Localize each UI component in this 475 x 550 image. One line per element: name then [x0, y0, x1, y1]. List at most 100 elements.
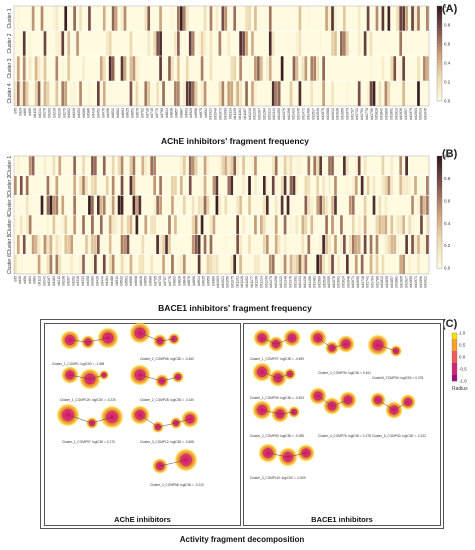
heatmap-a-cell: [221, 6, 225, 31]
heatmap-a-cell: [43, 31, 47, 56]
heatmap-a-row-label: Cluster 1: [7, 8, 13, 28]
heatmap-b-cell: [363, 215, 367, 235]
heatmap-b-cell: [64, 234, 68, 255]
heatmap-b-cell: [49, 195, 53, 215]
bond-line: [275, 337, 293, 345]
heatmap-a-cell: [88, 81, 91, 106]
heatmap-b-cell: [343, 156, 346, 176]
heatmap-b-cell: [254, 175, 257, 196]
heatmap-b-cell: [328, 156, 331, 176]
heatmap-b-cell: [331, 195, 334, 215]
heatmap-b-cell: [280, 195, 284, 215]
heatmap-a-cell: [67, 56, 71, 81]
heatmap-b-cell: [188, 156, 192, 176]
heatmap-b-row-label: Cluster 3: [7, 195, 13, 215]
heatmap-b-tick-label: bit1812: [380, 276, 384, 288]
heatmap-b-cell: [402, 175, 405, 196]
bond-line: [377, 399, 395, 411]
heatmap-a-tick-label: bit562: [116, 108, 120, 118]
heatmap-a-cell: [200, 31, 204, 56]
panel-b-letter: (B): [442, 148, 458, 160]
heatmap-b-colorbar-seg: [437, 260, 442, 265]
heatmap-b-cell: [274, 175, 278, 196]
heatmap-b-tick-label: bit1021: [221, 276, 225, 288]
heatmap-b-cell: [263, 215, 266, 235]
ring-structure: [372, 339, 384, 351]
heatmap-a-cell: [79, 81, 82, 106]
heatmap-b-colorbar-seg: [437, 241, 442, 246]
heatmap-a-cell: [168, 56, 171, 81]
heatmap-b-cell: [209, 234, 213, 255]
heatmap-b-cell: [325, 195, 328, 215]
heatmap-a-tick-label: bit1398: [287, 108, 291, 120]
heatmap-b-cell: [366, 175, 370, 196]
heatmap-b-cell: [156, 195, 159, 215]
heatmap-b-tick-label: bit1950: [409, 276, 413, 288]
heatmap-a-cell: [331, 31, 334, 56]
heatmap-b-tick-label: bit778: [168, 276, 172, 286]
heatmap-b-cell: [283, 234, 287, 255]
heatmap-a-tick-label: bit1350: [277, 108, 281, 120]
ring-structure: [389, 405, 399, 415]
heatmap-b-cell: [387, 175, 391, 196]
heatmap-b-cell: [283, 175, 287, 196]
heatmap-b-cell: [304, 215, 308, 235]
heatmap-b-cell: [70, 254, 73, 274]
heatmap-a-cell: [31, 6, 35, 31]
bond-line: [261, 409, 281, 415]
heatmap-a-colorbar-seg: [437, 44, 442, 48]
heatmap-b-cell: [197, 254, 201, 274]
heatmap-b-cell: [334, 175, 337, 196]
heatmap-a-cell: [153, 31, 156, 56]
heatmap-b-cell: [150, 215, 154, 235]
heatmap-a-cell: [366, 6, 370, 31]
heatmap-a-cell: [411, 6, 414, 31]
heatmap-b-tick-label: bit1971: [414, 276, 418, 288]
heatmap-a: Cluster 1 Cluster 2 Cluster 3 Cluster 4 bit5…: [7, 4, 451, 120]
heatmap-b-tick-label: bit1624: [342, 276, 346, 288]
heatmap-b-colorbar-seg: [437, 253, 442, 258]
heatmap-b-cell: [209, 254, 213, 274]
heatmap-b-cell: [111, 175, 115, 196]
radius-colorbar-seg: [452, 363, 457, 366]
heatmap-a-colorbar-tick: 0.0: [444, 99, 451, 104]
heatmap-b-cell: [301, 215, 305, 235]
heatmap-a-cell: [233, 6, 237, 31]
heatmap-b-cell: [123, 234, 127, 255]
heatmap-a-cell: [405, 6, 408, 31]
heatmap-a-cell: [123, 6, 127, 31]
heatmap-b-colorbar-seg: [437, 193, 442, 198]
heatmap-b-cell: [316, 195, 320, 215]
panel-a-letter: (A): [442, 3, 458, 15]
heatmap-b-colorbar-tick: 0.8: [444, 176, 451, 181]
heatmap-b-colorbar-seg: [437, 163, 442, 168]
heatmap-b-cell: [31, 156, 35, 176]
heatmap-b-tick-label: bit1126: [240, 276, 244, 288]
heatmap-a-cell: [55, 56, 59, 81]
heatmap-a-cell: [43, 56, 47, 81]
heatmap-b-cell: [182, 156, 186, 176]
heatmap-a-colorbar-seg: [437, 75, 442, 80]
heatmap-a-cell: [171, 6, 174, 31]
heatmap-a-cell: [268, 56, 272, 81]
heatmap-a-cell: [144, 81, 148, 106]
heatmap-b-cell: [360, 254, 364, 274]
radius-colorbar-seg: [452, 375, 457, 378]
heatmap-a-cell: [387, 6, 391, 31]
heatmap-b-cell: [162, 234, 165, 255]
heatmap-a-cell: [156, 31, 159, 56]
bond-line: [261, 371, 279, 379]
heatmap-b-cell: [328, 175, 331, 196]
heatmap-a-cell: [16, 6, 20, 31]
heatmap-b-cell: [372, 175, 376, 196]
heatmap-a-tick-label: bit1073: [219, 108, 223, 120]
heatmap-b-cell: [263, 234, 266, 255]
heatmap-a-tick-label: bit1093: [223, 108, 227, 120]
heatmap-a-cell: [147, 31, 151, 56]
heatmap-a-colorbar-tick: 1.0: [444, 4, 451, 9]
heatmap-a-cell: [375, 6, 379, 31]
heatmap-b-cell: [25, 215, 29, 235]
heatmap-b-cell: [280, 175, 284, 196]
heatmap-a-tick-label: bit270: [62, 108, 66, 118]
heatmap-a-tick-label: bit2013: [419, 108, 423, 120]
